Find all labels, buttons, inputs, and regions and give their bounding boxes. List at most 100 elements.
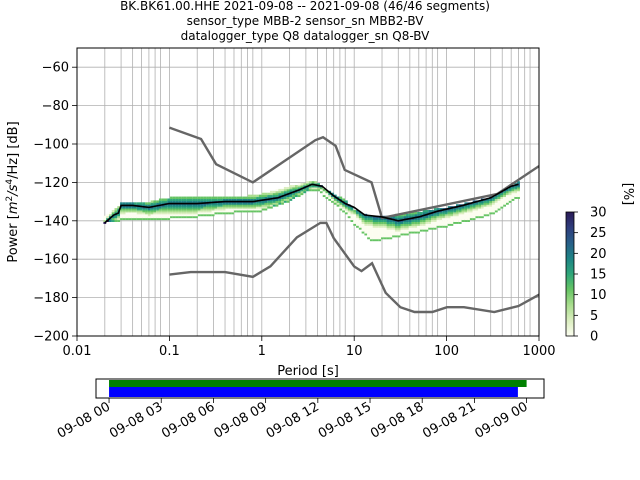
pdf-cell [422,210,426,213]
pdf-cell [425,215,429,219]
pdf-cell [394,223,398,226]
pdf-cell [192,210,196,213]
colorbar-tick-label: 15 [590,268,607,283]
pdf-cell [372,234,376,238]
pdf-cell [211,210,215,213]
pdf-cell [239,196,243,199]
pdf-cell [322,192,326,196]
pdf-cell [436,215,440,219]
pdf-cell [214,202,218,205]
pdf-cell [433,215,437,219]
pdf-cell [245,208,248,211]
pdf-cell [156,211,159,215]
pdf-cell [397,227,401,230]
pdf-cell [150,210,154,213]
pdf-cell [189,211,193,215]
pdf-cell [120,211,123,215]
pdf-cell [472,208,476,211]
x-axis-ticks: 0.01 0.1 1 10 100 1000 [63,336,556,359]
pdf-cell [322,194,326,198]
pdf-cell [264,204,268,207]
pdf-cell [386,219,390,222]
pdf-cell [264,208,268,211]
pdf-cell [419,217,423,221]
pdf-cell [383,234,387,238]
pdf-cell [494,194,498,198]
pdf-cell [103,219,107,222]
pdf-cell [447,215,451,219]
pdf-cell [245,204,248,207]
pdf-cell [342,204,345,207]
pdf-cell [372,233,376,236]
pdf-cell [311,181,315,184]
pdf-cell [464,213,468,217]
pdf-cell [442,211,445,215]
pdf-cell [267,202,271,205]
pdf-cell [336,200,340,203]
pdf-cell [492,200,495,203]
pdf-cell [197,206,201,209]
pdf-cell [161,217,165,221]
pdf-cell [208,198,212,201]
pdf-cell [325,190,329,194]
pdf-cell [389,219,393,222]
pdf-cell [111,211,115,215]
y-axis-ticks: −60 −80 −100 −120 −140 −160 −180 −200 [33,61,77,345]
pdf-cell [411,227,415,230]
pdf-cell [183,198,187,201]
pdf-cell [414,213,418,217]
pdf-cell [500,204,504,207]
pdf-cell [400,213,404,217]
pdf-cell [208,210,212,213]
pdf-cell [256,198,259,201]
pdf-cell [208,213,212,217]
pdf-cell [414,225,418,228]
plot-frame [76,47,540,337]
pdf-cell [372,227,376,230]
pdf-cell [142,210,146,213]
pdf-cell [275,194,279,198]
pdf-cell [469,211,473,215]
pdf-cell [475,208,479,211]
pdf-cell [250,202,254,205]
mean-psd [104,183,519,224]
pdf-cell [117,219,121,222]
pdf-cell [356,219,359,222]
pdf-cell [517,196,520,199]
pdf-cell [458,211,462,215]
pdf-cell [278,194,282,198]
pdf-cell [367,233,370,236]
pdf-cell [142,213,146,217]
pdf-cell [458,217,462,221]
pdf-cell [114,217,118,221]
pdf-cell [403,229,407,232]
pdf-cell [283,186,287,190]
pdf-cell [164,211,168,215]
pdf-cell [275,188,279,192]
pdf-cell [378,234,382,238]
pdf-cell [453,211,457,215]
pdf-cell [444,217,448,221]
pdf-cell [442,225,445,228]
pdf-cell [167,213,171,217]
pdf-cell [264,206,268,209]
pdf-cell [453,219,457,222]
pdf-cell [125,211,129,215]
pdf-cell [400,233,404,236]
pdf-cell [367,236,370,240]
pdf-cell [206,206,209,209]
pdf-cell [200,204,204,207]
pdf-cell [442,210,445,213]
pdf-cell [436,221,440,224]
pdf-cell [267,192,271,196]
pdf-cell [444,211,448,215]
pdf-cell [145,213,148,217]
pdf-cell [211,196,215,199]
coverage-bar-data [109,380,527,387]
pdf-cell [214,208,218,211]
pdf-cell [233,196,237,199]
pdf-cell [503,202,507,205]
pdf-cell [192,206,196,209]
pdf-cell [250,198,254,201]
pdf-cell [136,217,140,221]
